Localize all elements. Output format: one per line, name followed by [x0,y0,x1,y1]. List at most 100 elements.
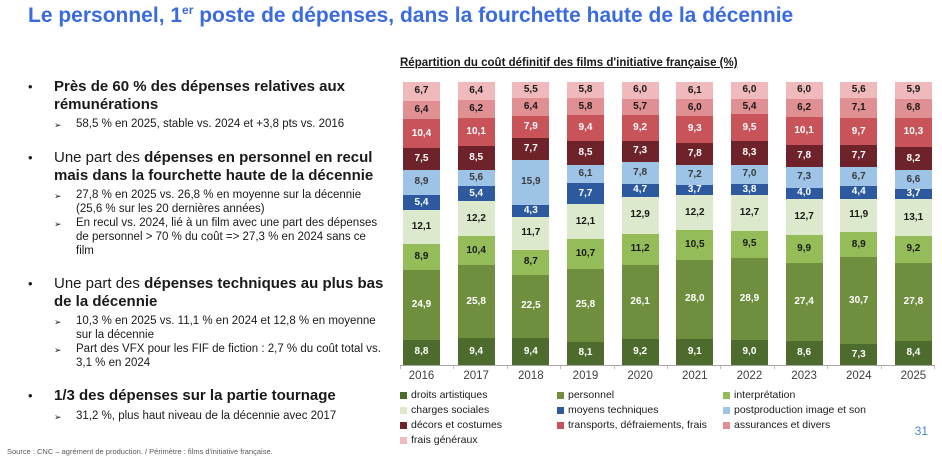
bar-column-2022: 6,0 5,4 9,5 8,3 7,0 3,8 12,7 9,5 28,9 9,0 [730,82,768,365]
x-axis-label-2017: 2017 [463,370,489,382]
bar-segment: 11,2 [621,233,659,266]
bullet-group: • Une part des dépenses en personnel en r… [28,149,388,258]
bullet-text-segment: Une part des [54,149,145,166]
bar-segment: 9,1 [676,338,714,365]
bar-segment: 9,0 [730,339,768,365]
legend-label: charges sociales [411,404,490,416]
bar-segment: 12,1 [566,204,604,239]
axis-tick [666,366,668,369]
bar-segment: 6,0 [785,82,823,99]
sub-bullet: ➢ 31,2 %, plus haut niveau de la décennie… [54,409,388,424]
bar-segment: 8,9 [840,232,878,258]
sub-bullet-marker: ➢ [54,411,62,422]
bullet-text: Une part des dépenses en personnel en re… [54,149,384,184]
legend-label: interprétation [734,389,796,401]
bullet-text-segment: dépenses techniques au plus bas de la dé… [54,275,384,310]
bar-segment: 6,4 [512,97,550,116]
legend-label: droits artistiques [411,389,488,401]
x-axis-line [400,365,935,369]
axis-tick [880,366,882,369]
bar-segment: 8,7 [512,250,550,275]
bar-segment: 10,4 [457,235,495,266]
legend-item: interprétation [723,389,935,401]
bar-segment: 4,0 [785,187,823,200]
legend-swatch [723,421,730,429]
x-axis-labels: 2016 2017 2018 2019 2020 2021 2022 2023 2024 2025 [400,370,935,382]
bar-segment: 10,1 [785,116,823,146]
axis-tick [453,366,455,369]
bar-column-2018: 5,5 6,4 7,9 7,7 15,9 4,3 11,7 8,7 22,5 9,4 [512,82,550,365]
bar-segment: 9,4 [512,338,550,365]
bullet-text: Une part des dépenses techniques au plus… [54,275,384,310]
legend-label: assurances et divers [734,419,831,431]
bar-segment: 30,7 [840,257,878,345]
bar-segment: 9,9 [785,235,823,264]
bar-segment: 8,4 [894,341,932,365]
bar-segment: 28,9 [730,257,768,340]
x-axis-label-2020: 2020 [627,370,653,382]
bar-segment: 7,5 [403,148,440,170]
bullet-text: Près de 60 % des dépenses relatives aux … [54,78,384,113]
sub-bullet: ➢ 58,5 % en 2025, stable vs. 2024 et +3,8… [54,117,388,132]
stacked-bars: 6,7 6,4 10,4 7,5 8,9 5,4 12,1 8,9 24,9 8,8 6,4 6,2 1… [400,82,935,365]
legend-item: frais généraux [400,434,557,446]
x-axis-ticks [400,366,935,369]
bullet-text: 1/3 des dépenses sur la partie tournage [54,387,384,405]
chart-legend: droits artistiques personnel interprétatio… [400,389,935,446]
bar-segment: 12,7 [785,199,823,236]
sub-bullet-marker: ➢ [54,120,62,130]
x-axis-label-2025: 2025 [900,370,927,382]
legend-label: postproduction image et son [734,404,866,416]
legend-item: assurances et divers [723,419,935,431]
bar-segment: 5,8 [566,82,604,99]
sub-bullet-text: 58,5 % en 2025, stable vs. 2024 et +3,8 … [76,118,345,130]
sub-bullet-text: 27,8 % en 2025 vs. 26,8 % en moyenne sur… [76,189,362,215]
sub-bullet-marker: ➢ [54,219,62,229]
bar-column-2019: 5,8 5,8 9,4 8,5 6,1 7,7 12,1 10,7 25,8 8,1 [566,82,604,365]
legend-swatch [400,406,407,414]
bullet-text-segment: 1/3 des dépenses sur la partie tournage [54,387,336,404]
sub-bullet-text: Part des VFX pour les FIF de fiction : 2… [76,343,381,369]
bar-segment: 3,7 [894,188,932,200]
page-title-text: Le personnel, 1 [28,4,183,27]
bar-segment: 11,7 [512,216,550,251]
sub-bullet-text: En recul vs. 2024, lié à un film avec un… [76,217,378,257]
bar-segment: 22,5 [512,274,550,339]
bar-segment: 27,4 [785,263,823,341]
bar-segment: 9,7 [840,117,878,146]
bar-segment: 9,2 [621,115,659,142]
bar-segment: 12,2 [676,195,714,230]
bar-segment: 6,7 [403,82,440,101]
bar-segment: 9,5 [730,230,768,258]
bar-segment: 6,1 [676,82,714,100]
bullet-headline: • 1/3 des dépenses sur la partie tournage [28,387,388,405]
bar-segment: 26,1 [621,265,659,339]
bar-segment: 7,8 [785,145,823,168]
bar-column-2016: 6,7 6,4 10,4 7,5 8,9 5,4 12,1 8,9 24,9 8,8 [403,82,440,365]
bullet-text-segment: dépenses en personnel en recul mais dans… [54,149,374,184]
bar-segment: 6,7 [840,167,878,187]
bar-segment: 8,5 [566,141,604,166]
legend-swatch [557,406,564,414]
bar-segment: 8,6 [785,340,823,365]
bar-segment: 9,5 [730,114,768,142]
bar-segment: 4,3 [512,204,550,217]
bar-segment: 5,4 [457,186,495,202]
bullet-group: • Une part des dépenses techniques au plu… [28,275,388,370]
bar-segment: 10,3 [894,117,932,148]
legend-item: postproduction image et son [723,404,935,416]
axis-tick [720,366,722,369]
bar-segment: 9,3 [676,116,714,143]
legend-swatch [400,391,407,399]
legend-swatch [723,406,730,414]
legend-item: décors et costumes [400,419,557,431]
bar-segment: 25,8 [566,268,604,342]
bar-segment: 9,2 [621,338,659,365]
bar-column-2021: 6,1 6,0 9,3 7,8 7,2 3,7 12,2 10,5 28,0 9,1 [676,82,714,365]
legend-item: transports, défraiements, frais [557,419,723,431]
bar-segment: 10,4 [403,119,440,149]
axis-tick [933,366,935,369]
sub-bullet-marker: ➢ [54,317,62,327]
bar-column-2024: 5,6 7,1 9,7 7,7 6,7 4,4 11,9 8,9 30,7 7,3 [840,82,878,365]
